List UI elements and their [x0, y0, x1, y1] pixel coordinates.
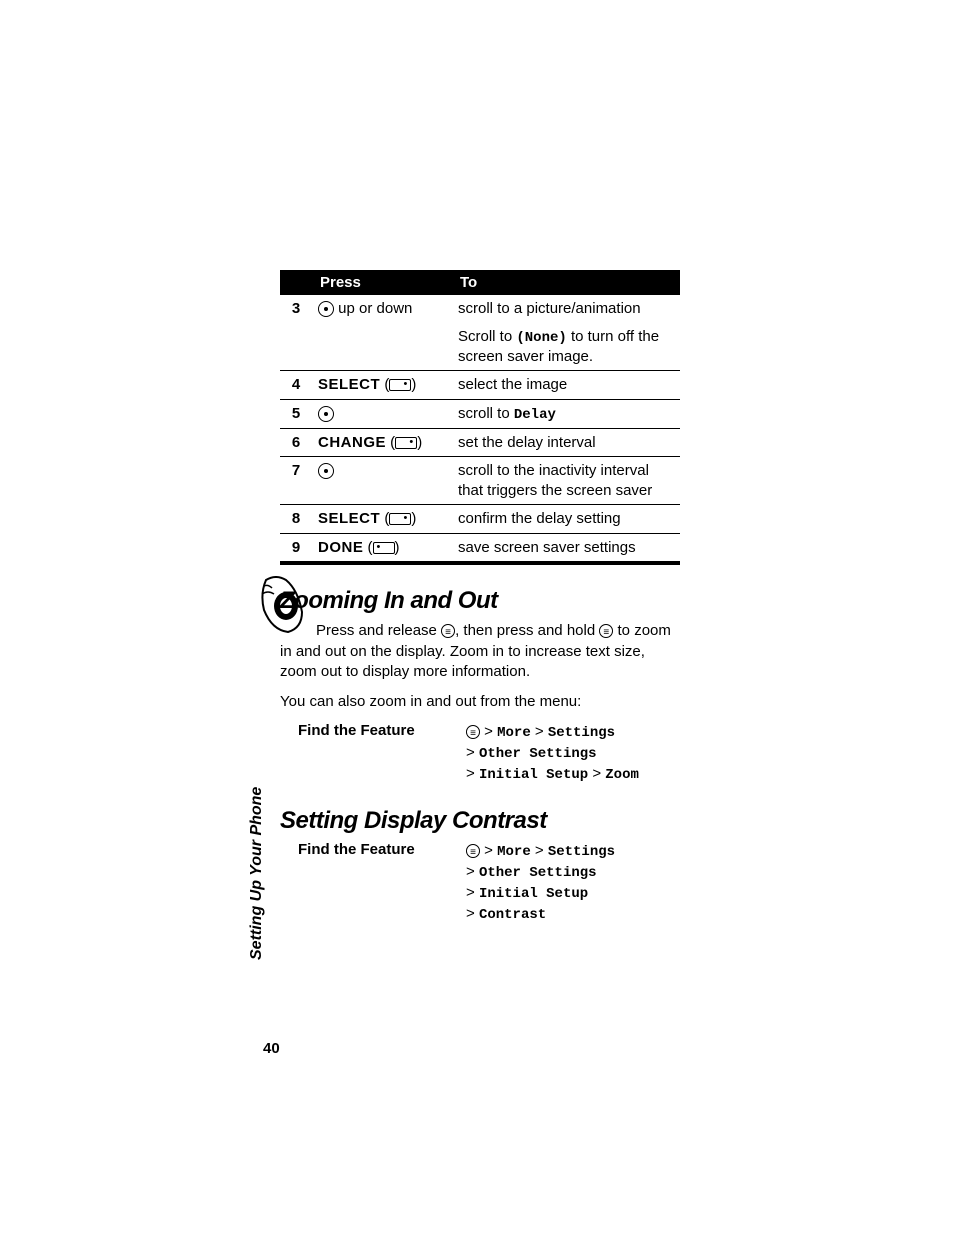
table-row: 6 CHANGE () set the delay interval [280, 428, 680, 457]
zoom-description: Press and release , then press and hold … [280, 621, 680, 682]
ui-literal: (None) [516, 330, 566, 346]
table-header-row: Press To [280, 270, 680, 295]
find-feature-label: Find the Feature [298, 722, 466, 785]
menu-item: Contrast [479, 907, 546, 923]
sep: > [480, 723, 497, 740]
press-text: up or down [334, 300, 412, 317]
to-cell: save screen saver settings [452, 533, 680, 563]
press-cell: up or down [312, 295, 452, 323]
page-content: Press To 3 up or down scroll to a pictur… [280, 270, 680, 927]
sep: > [466, 744, 479, 761]
menu-item: Settings [548, 844, 615, 860]
key-label: SELECT [318, 510, 380, 527]
right-softkey-icon [395, 437, 417, 449]
to-cell: select the image [452, 371, 680, 400]
step-number: 3 [280, 295, 312, 323]
menu-item: More [497, 844, 531, 860]
nav-key-icon [318, 463, 334, 479]
section-side-tab: Setting Up Your Phone [248, 787, 266, 960]
menu-item: Settings [548, 725, 615, 741]
press-cell [312, 457, 452, 505]
to-cell: scroll to Delay [452, 399, 680, 428]
press-cell: SELECT () [312, 505, 452, 534]
right-softkey-icon [389, 513, 411, 525]
zoom-menu-note: You can also zoom in and out from the me… [280, 692, 680, 712]
sep: > [466, 863, 479, 880]
to-cell: scroll to the inactivity interval that t… [452, 457, 680, 505]
menu-key-icon [466, 844, 480, 858]
step-number: 4 [280, 371, 312, 400]
to-text: scroll to [458, 405, 514, 422]
press-cell: DONE () [312, 533, 452, 563]
nav-key-icon [318, 406, 334, 422]
sep: > [466, 905, 479, 922]
header-to: To [452, 270, 680, 295]
to-cell: set the delay interval [452, 428, 680, 457]
find-feature-zoom: Find the Feature > More > Settings > Oth… [298, 722, 680, 785]
header-press: Press [312, 270, 452, 295]
page-number: 40 [263, 1040, 280, 1057]
heading-contrast: Setting Display Contrast [280, 807, 680, 835]
step-number: 7 [280, 457, 312, 505]
sep: > [466, 884, 479, 901]
instruction-table: Press To 3 up or down scroll to a pictur… [280, 270, 680, 565]
step-number: 8 [280, 505, 312, 534]
sep: > [480, 842, 497, 859]
key-label: CHANGE [318, 434, 386, 451]
table-row: Scroll to (None) to turn off the screen … [280, 323, 680, 371]
menu-item: Zoom [605, 767, 639, 783]
text: Press and release [316, 622, 441, 639]
to-text: Scroll to [458, 328, 516, 345]
menu-key-icon [466, 725, 480, 739]
sep: > [531, 842, 548, 859]
menu-item: Initial Setup [479, 767, 588, 783]
sep: > [588, 765, 605, 782]
to-cell: Scroll to (None) to turn off the screen … [452, 323, 680, 371]
nav-key-icon [318, 301, 334, 317]
find-feature-contrast: Find the Feature > More > Settings > Oth… [298, 841, 680, 925]
menu-item: Other Settings [479, 865, 597, 881]
right-softkey-icon [389, 379, 411, 391]
menu-item: Other Settings [479, 746, 597, 762]
left-softkey-icon [373, 542, 395, 554]
ui-literal: Delay [514, 407, 556, 423]
table-row: 3 up or down scroll to a picture/animati… [280, 295, 680, 323]
heading-zooming: Zooming In and Out [280, 587, 680, 615]
to-cell: confirm the delay setting [452, 505, 680, 534]
text: , then press and hold [455, 622, 599, 639]
sep: > [531, 723, 548, 740]
menu-path: > More > Settings > Other Settings > Ini… [466, 841, 615, 925]
press-cell [312, 399, 452, 428]
table-row: 8 SELECT () confirm the delay setting [280, 505, 680, 534]
key-label: SELECT [318, 376, 380, 393]
step-number: 5 [280, 399, 312, 428]
menu-path: > More > Settings > Other Settings > Ini… [466, 722, 639, 785]
table-row: 9 DONE () save screen saver settings [280, 533, 680, 563]
step-number: 6 [280, 428, 312, 457]
press-cell: CHANGE () [312, 428, 452, 457]
manual-page: Press To 3 up or down scroll to a pictur… [0, 0, 954, 1235]
menu-item: Initial Setup [479, 886, 588, 902]
press-cell: SELECT () [312, 371, 452, 400]
menu-item: More [497, 725, 531, 741]
step-number: 9 [280, 533, 312, 563]
menu-key-icon [599, 624, 613, 638]
table-row: 5 scroll to Delay [280, 399, 680, 428]
header-blank [280, 270, 312, 295]
table-row: 7 scroll to the inactivity interval that… [280, 457, 680, 505]
to-cell: scroll to a picture/animation [452, 295, 680, 323]
sep: > [466, 765, 479, 782]
table-row: 4 SELECT () select the image [280, 371, 680, 400]
key-label: DONE [318, 539, 363, 556]
find-feature-label: Find the Feature [298, 841, 466, 925]
menu-key-icon [441, 624, 455, 638]
